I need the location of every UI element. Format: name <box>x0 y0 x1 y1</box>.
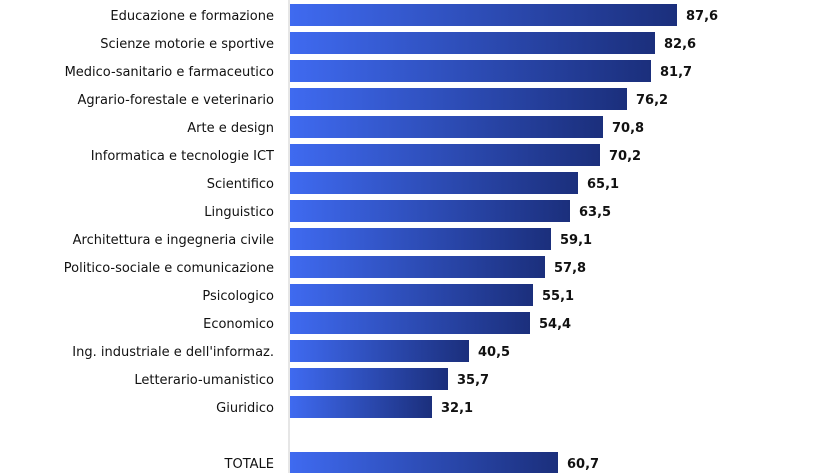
bar <box>290 32 655 54</box>
bar <box>290 340 469 362</box>
bar <box>290 228 551 250</box>
category-label: Arte e design <box>187 121 274 136</box>
category-label: Medico-sanitario e farmaceutico <box>65 65 274 80</box>
bar <box>290 256 545 278</box>
category-label: Educazione e formazione <box>110 9 274 24</box>
value-label: 57,8 <box>554 261 586 276</box>
category-label: Letterario-umanistico <box>134 373 274 388</box>
category-label: Architettura e ingegneria civile <box>73 233 274 248</box>
value-label: 82,6 <box>664 37 696 52</box>
bar <box>290 312 530 334</box>
value-label: 70,8 <box>612 121 644 136</box>
category-label: Linguistico <box>204 205 274 220</box>
value-label: 55,1 <box>542 289 574 304</box>
bar <box>290 200 570 222</box>
value-label: 87,6 <box>686 9 718 24</box>
value-label: 63,5 <box>579 205 611 220</box>
category-label: Informatica e tecnologie ICT <box>91 149 274 164</box>
bar <box>290 88 627 110</box>
bar <box>290 368 448 390</box>
bar <box>290 144 600 166</box>
category-label: Scientifico <box>207 177 274 192</box>
category-label: Politico-sociale e comunicazione <box>64 261 274 276</box>
value-label: 59,1 <box>560 233 592 248</box>
value-label: 60,7 <box>567 457 599 472</box>
category-label: TOTALE <box>224 457 274 472</box>
value-label: 70,2 <box>609 149 641 164</box>
value-label: 40,5 <box>478 345 510 360</box>
bar <box>290 4 677 26</box>
category-label: Psicologico <box>202 289 274 304</box>
value-label: 54,4 <box>539 317 571 332</box>
category-label: Economico <box>203 317 274 332</box>
value-label: 32,1 <box>441 401 473 416</box>
bar <box>290 396 432 418</box>
category-label: Scienze motorie e sportive <box>100 37 274 52</box>
bar <box>290 172 578 194</box>
bar <box>290 452 558 473</box>
bar <box>290 60 651 82</box>
category-label: Ing. industriale e dell'informaz. <box>72 345 274 360</box>
bar <box>290 284 533 306</box>
category-label: Agrario-forestale e veterinario <box>78 93 275 108</box>
value-label: 76,2 <box>636 93 668 108</box>
category-label: Giuridico <box>216 401 274 416</box>
value-label: 81,7 <box>660 65 692 80</box>
value-label: 65,1 <box>587 177 619 192</box>
bar <box>290 116 603 138</box>
value-label: 35,7 <box>457 373 489 388</box>
bars-group: Educazione e formazione 87,6 Scienze motor… <box>64 4 718 473</box>
